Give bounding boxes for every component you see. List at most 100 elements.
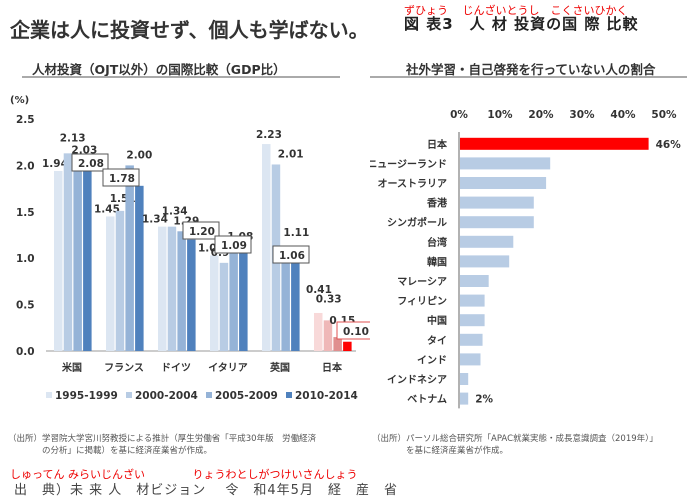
- data-label: 2.23: [256, 129, 282, 141]
- data-label: 1.78: [109, 173, 135, 185]
- x-category-label: 英国: [269, 361, 290, 374]
- data-label: 1.09: [221, 240, 247, 252]
- category-label: 台湾: [427, 236, 447, 249]
- bar-2010-2014: [239, 249, 248, 351]
- data-label: 2%: [475, 394, 493, 406]
- bar-2000-2004: [63, 153, 73, 351]
- bar: [460, 333, 483, 346]
- bar-2005-2009: [177, 231, 186, 351]
- category-label: 日本: [427, 138, 448, 151]
- data-label-box: [102, 168, 140, 187]
- data-label: 2.01: [278, 148, 304, 160]
- data-label: 1.06: [279, 250, 305, 262]
- y-tick-label: 0.0: [16, 346, 35, 358]
- data-label-box: [272, 245, 310, 264]
- right-title-rule: [370, 76, 687, 78]
- legend-swatch: [206, 392, 212, 398]
- x-category-label: イタリア: [208, 362, 248, 374]
- right-bar-chart: 0% 10% 20% 30% 40% 50% 日本 46% ニュージーランドオーストラリア香港シ…: [370, 109, 681, 409]
- bar-2010-2014: [187, 239, 196, 351]
- bar-2010-2014: [83, 157, 92, 351]
- data-label: 1.34: [142, 214, 168, 226]
- left-chart-title: 人材投資（OJT以外）の国際比較（GDP比）: [32, 62, 286, 77]
- y-tick-label: 1.5: [16, 207, 35, 219]
- legend-label: 2000-2004: [135, 390, 198, 402]
- category-label: シンガポール: [387, 216, 447, 229]
- data-label: 1.45: [94, 203, 120, 215]
- bar: [460, 137, 649, 150]
- footer-source: 出 典）未 来 人 材ビジョン 令 和4年5月 経 産 省: [14, 483, 398, 498]
- bar-1995-1999: [314, 312, 323, 351]
- bar-2010-2014: [291, 252, 300, 351]
- bar: [460, 353, 481, 366]
- right-chart-title: 社外学習・自己啓発を行っていない人の割合: [406, 62, 656, 77]
- legend-label: 2005-2009: [215, 390, 278, 402]
- bar-2010-2014: [135, 185, 144, 351]
- bar: [460, 235, 514, 248]
- category-label: 韓国: [427, 255, 447, 268]
- bar: [460, 392, 469, 405]
- bar: [460, 216, 534, 229]
- category-label: ベトナム: [407, 394, 447, 406]
- category-label: オーストラリア: [378, 178, 448, 190]
- bar-2005-2009: [125, 165, 134, 351]
- data-label-box: [182, 221, 220, 240]
- bar: [460, 177, 547, 189]
- data-label: 2.13: [60, 132, 86, 144]
- bar-1995-1999: [54, 170, 63, 351]
- x-category-label: フランス: [104, 362, 144, 374]
- y-tick-label: 0.5: [16, 300, 35, 312]
- y-tick-label: 2.0: [16, 160, 35, 172]
- bar: [460, 157, 551, 170]
- legend-label: 1995-1999: [55, 390, 118, 402]
- data-label: 2.08: [78, 158, 104, 170]
- bar-1995-1999: [106, 216, 115, 351]
- x-tick-label: 30%: [569, 109, 595, 121]
- category-label: 香港: [427, 197, 448, 210]
- bar-2000-2004: [115, 210, 125, 351]
- category-label: ニュージーランド: [370, 158, 447, 170]
- data-label: 0.41: [306, 284, 332, 296]
- legend-swatch: [286, 392, 292, 398]
- bar: [460, 255, 510, 268]
- figure-title: 図 表3 人 材 投資の国 際 比較: [404, 15, 639, 33]
- bar-1995-1999: [262, 144, 271, 351]
- main-title: 企業は人に投資せず、個人も学ばない。: [10, 18, 369, 42]
- category-label: タイ: [427, 335, 447, 347]
- x-tick-label: 0%: [450, 109, 468, 121]
- data-label-box: [71, 153, 109, 172]
- bar: [460, 314, 485, 327]
- y-tick-label: 2.5: [16, 114, 35, 126]
- left-bar-chart: (%)0.00.51.01.52.02.51.942.132.032.08米国1…: [10, 95, 370, 402]
- data-label: 0.10: [343, 326, 369, 338]
- x-tick-label: 50%: [651, 109, 677, 121]
- bar: [460, 196, 534, 209]
- right-source-note: （出所）パーソル総合研究所「APAC就業実態・成長意識調査（2019年）」 を基…: [372, 434, 658, 456]
- bar-1995-1999: [158, 226, 167, 351]
- x-category-label: 日本: [322, 361, 343, 374]
- x-category-label: 米国: [62, 361, 82, 374]
- x-tick-label: 10%: [487, 109, 513, 121]
- bar-2000-2004: [323, 320, 333, 351]
- legend-label: 2010-2014: [295, 390, 358, 402]
- data-label-box: [336, 321, 370, 340]
- bar-2005-2009: [333, 337, 342, 351]
- x-tick-label: 20%: [528, 109, 554, 121]
- bar-2000-2004: [219, 262, 229, 351]
- legend-swatch: [126, 392, 132, 398]
- bar: [460, 373, 469, 385]
- x-tick-label: 40%: [610, 109, 636, 121]
- bar-2005-2009: [229, 250, 238, 351]
- data-label: 2.00: [126, 149, 152, 161]
- category-label: マレーシア: [397, 276, 447, 288]
- bar: [460, 275, 489, 287]
- bar-1995-1999: [210, 255, 219, 351]
- data-label: 1.20: [189, 226, 215, 238]
- y-tick-label: 1.0: [16, 253, 35, 265]
- data-label: 1.11: [283, 227, 309, 239]
- data-label: 1.34: [162, 206, 188, 218]
- category-label: インド: [417, 354, 447, 366]
- left-source-note: （出所）学習院大学宮川努教授による推計（厚生労働省「平成30年版 労働経済 の分…: [8, 434, 317, 456]
- figure-title-ruby: ずひょう じんざいとうし こくさいひかく: [404, 4, 628, 17]
- data-label: 1.94: [42, 158, 68, 170]
